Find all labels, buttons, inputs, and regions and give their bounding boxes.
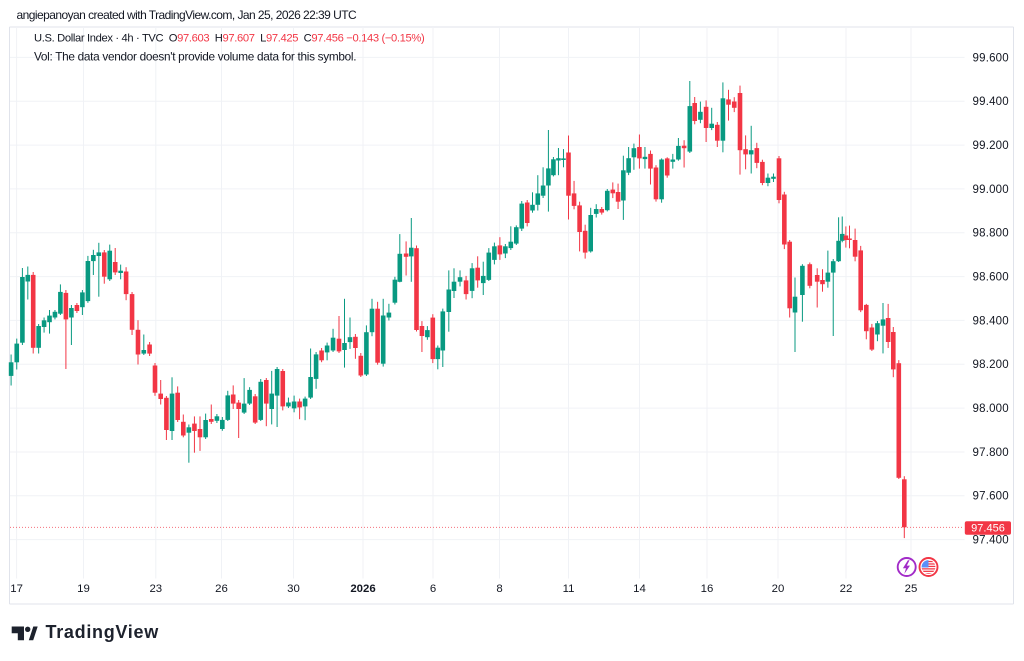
- svg-text:98.400: 98.400: [973, 315, 1009, 327]
- svg-text:98.800: 98.800: [973, 228, 1009, 240]
- svg-text:6: 6: [430, 583, 436, 595]
- svg-text:TradingView: TradingView: [46, 622, 160, 642]
- svg-text:2026: 2026: [350, 583, 375, 595]
- svg-text:16: 16: [701, 583, 714, 595]
- svg-text:angiepanoyan created with Trad: angiepanoyan created with TradingView.co…: [17, 8, 357, 22]
- svg-text:19: 19: [77, 583, 90, 595]
- svg-text:98.000: 98.000: [973, 403, 1009, 415]
- svg-text:25: 25: [905, 583, 918, 595]
- svg-text:22: 22: [840, 583, 853, 595]
- svg-text:98.600: 98.600: [973, 272, 1009, 284]
- svg-text:97.400: 97.400: [973, 535, 1009, 547]
- svg-text:8: 8: [496, 583, 502, 595]
- svg-text:98.200: 98.200: [973, 359, 1009, 371]
- svg-text:99.000: 99.000: [973, 184, 1009, 196]
- svg-text:U.S. Dollar Index · 4h · TVC: U.S. Dollar Index · 4h · TVC O97.603 H97…: [34, 33, 425, 45]
- svg-text:97.600: 97.600: [973, 491, 1009, 503]
- svg-text:26: 26: [215, 583, 228, 595]
- svg-text:Vol: The data vendor doesn't p: Vol: The data vendor doesn't provide vol…: [34, 50, 356, 64]
- svg-text:97.800: 97.800: [973, 447, 1009, 459]
- svg-text:99.600: 99.600: [973, 52, 1009, 64]
- svg-text:17: 17: [10, 583, 23, 595]
- svg-text:97.456: 97.456: [971, 523, 1005, 535]
- svg-text:30: 30: [287, 583, 300, 595]
- svg-text:99.200: 99.200: [973, 140, 1009, 152]
- svg-text:20: 20: [772, 583, 785, 595]
- svg-text:23: 23: [149, 583, 162, 595]
- svg-text:99.400: 99.400: [973, 96, 1009, 108]
- svg-text:11: 11: [563, 583, 575, 595]
- svg-text:14: 14: [633, 583, 646, 595]
